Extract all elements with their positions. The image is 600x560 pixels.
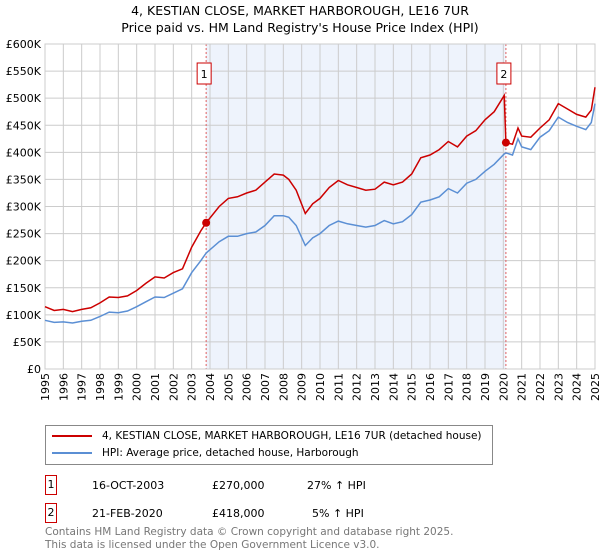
x-tick-label: 2004 — [204, 373, 217, 401]
y-tick-label: £50K — [13, 336, 42, 349]
legend-item-property: 4, KESTIAN CLOSE, MARKET HARBOROUGH, LE1… — [52, 430, 482, 442]
title-line-2: Price paid vs. HM Land Registry's House … — [121, 20, 479, 35]
x-tick-label: 1996 — [57, 373, 70, 401]
transaction-date: 21-FEB-2020 — [92, 506, 163, 520]
annotation-box — [496, 62, 512, 85]
x-tick-label: 2017 — [442, 373, 455, 401]
x-tick-label: 1995 — [39, 373, 52, 401]
property-price-line — [44, 87, 596, 313]
x-tick-label: 2007 — [259, 373, 272, 401]
x-tick-label: 2024 — [571, 373, 584, 401]
legend-label: HPI: Average price, detached house, Harb… — [102, 447, 359, 459]
footer-line-1: Contains HM Land Registry data © Crown c… — [45, 526, 454, 538]
y-tick-label: £550K — [6, 65, 42, 78]
legend: 4, KESTIAN CLOSE, MARKET HARBOROUGH, LE1… — [45, 425, 493, 465]
annotation-box — [196, 62, 212, 85]
x-tick-label: 2005 — [222, 373, 235, 401]
x-tick-label: 1997 — [76, 373, 89, 401]
x-tick-label: 2006 — [241, 373, 254, 401]
sale-point — [202, 218, 211, 227]
sale-point — [501, 138, 510, 147]
y-tick-label: £300K — [6, 201, 42, 214]
y-tick-label: £150K — [6, 282, 42, 295]
transaction-marker: 2 — [45, 503, 57, 523]
y-tick-label: £500K — [6, 92, 42, 105]
transaction-marker: 1 — [45, 475, 57, 495]
x-tick-label: 2012 — [351, 373, 364, 401]
transaction-price: £270,000 — [212, 478, 265, 492]
transaction-row: 2 21-FEB-2020 £418,000 5% ↑ HPI — [45, 503, 364, 523]
title-line-1: 4, KESTIAN CLOSE, MARKET HARBOROUGH, LE1… — [131, 3, 469, 18]
annotation-label: 2 — [500, 68, 507, 81]
footer-line-2: This data is licensed under the Open Gov… — [45, 539, 380, 551]
y-tick-label: £250K — [6, 228, 42, 241]
plot-border — [44, 43, 596, 370]
y-tick-label: £200K — [6, 255, 42, 268]
x-tick-label: 2013 — [369, 373, 382, 401]
x-tick-label: 2021 — [516, 373, 529, 401]
transaction-row: 1 16-OCT-2003 £270,000 27% ↑ HPI — [45, 475, 366, 495]
footer: Contains HM Land Registry data © Crown c… — [45, 526, 453, 552]
x-tick-label: 2020 — [497, 373, 510, 401]
legend-label: 4, KESTIAN CLOSE, MARKET HARBOROUGH, LE1… — [102, 430, 482, 442]
chart-title: 4, KESTIAN CLOSE, MARKET HARBOROUGH, LE1… — [0, 2, 600, 36]
x-tick-label: 1998 — [94, 373, 107, 401]
x-tick-label: 2009 — [296, 373, 309, 401]
hpi-line — [44, 103, 596, 324]
y-tick-label: £450K — [6, 119, 42, 132]
y-tick-label: £0 — [27, 363, 41, 376]
y-tick-label: £350K — [6, 173, 42, 186]
x-tick-label: 2014 — [387, 373, 400, 401]
legend-swatch-blue — [52, 452, 92, 454]
x-tick-label: 2015 — [406, 373, 419, 401]
x-tick-label: 2023 — [552, 373, 565, 401]
y-tick-label: £600K — [6, 38, 42, 51]
x-tick-label: 2019 — [479, 373, 492, 401]
x-tick-label: 2008 — [277, 373, 290, 401]
x-tick-label: 2016 — [424, 373, 437, 401]
x-tick-label: 2010 — [314, 373, 327, 401]
x-tick-label: 1999 — [112, 373, 125, 401]
transaction-price: £418,000 — [212, 506, 265, 520]
x-tick-label: 2025 — [589, 373, 600, 401]
transaction-date: 16-OCT-2003 — [92, 478, 165, 492]
annotation-label: 1 — [201, 68, 208, 81]
x-tick-label: 2003 — [186, 373, 199, 401]
x-tick-label: 2002 — [167, 373, 180, 401]
x-tick-label: 2018 — [461, 373, 474, 401]
y-tick-label: £400K — [6, 146, 42, 159]
x-tick-label: 2011 — [332, 373, 345, 401]
legend-item-hpi: HPI: Average price, detached house, Harb… — [52, 447, 359, 459]
transaction-hpi: 27% ↑ HPI — [307, 478, 366, 492]
x-tick-label: 2022 — [534, 373, 547, 401]
transaction-hpi: 5% ↑ HPI — [312, 506, 364, 520]
price-chart: £0 £50K £100K £150K £200K £250K £300K £350K £400… — [6, 38, 600, 401]
legend-swatch-red — [52, 435, 92, 437]
y-tick-label: £100K — [6, 309, 42, 322]
x-tick-label: 2001 — [149, 373, 162, 401]
x-tick-label: 2000 — [131, 373, 144, 401]
